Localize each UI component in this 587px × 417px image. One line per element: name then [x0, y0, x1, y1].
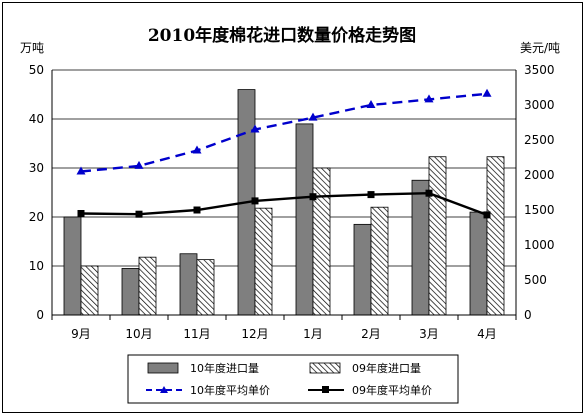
legend-item-bar-2010: 10年度进口量 [147, 361, 259, 375]
legend-swatch-bar-2009 [309, 362, 341, 374]
right-tick-label: 1000 [524, 238, 555, 252]
bar-2009-3 [254, 207, 273, 316]
bar-2010-6 [411, 179, 430, 316]
right-tick-label: 0 [524, 308, 532, 322]
right-tick-label: 3000 [524, 98, 555, 112]
point-2009-3 [251, 197, 259, 205]
x-tick-label: 2月 [361, 327, 381, 341]
tick-labels: 0102030405005001000150020002500300035009… [29, 63, 555, 341]
right-tick-label: 2000 [524, 168, 555, 182]
bar-2010-1 [121, 268, 140, 316]
right-tick-label: 1500 [524, 203, 555, 217]
point-2009-6 [425, 189, 433, 197]
legend-item-line-2009: 09年度平均单价 [308, 383, 432, 397]
line-series [76, 88, 492, 219]
point-2010-6 [424, 94, 434, 103]
legend-label-bar-2009: 09年度进口量 [352, 361, 421, 375]
bar-2009-6 [428, 156, 447, 316]
bar-2009-5 [370, 206, 389, 316]
point-2010-7 [482, 88, 492, 97]
chart-title: 2010年度棉花进口数量价格走势图 [148, 25, 416, 46]
chart-frame [2, 2, 583, 413]
bar-2009-2 [196, 259, 215, 316]
point-2010-3 [250, 124, 260, 133]
point-2009-0 [77, 210, 85, 217]
bar-series [63, 89, 505, 316]
point-2009-1 [135, 210, 143, 218]
point-2010-4 [308, 112, 318, 121]
left-tick-label: 0 [36, 308, 44, 322]
right-axis-unit: 美元/吨 [520, 41, 560, 55]
bar-2010-2 [179, 253, 198, 316]
legend-item-bar-2009: 09年度进口量 [309, 361, 421, 375]
right-tick-label: 3500 [524, 63, 555, 77]
bar-2009-7 [486, 156, 505, 316]
legend-label-line-2009: 09年度平均单价 [352, 383, 432, 397]
legend-label-line-2010: 10年度平均单价 [190, 383, 270, 397]
legend-item-line-2010: 10年度平均单价 [146, 383, 270, 397]
x-tick-label: 4月 [477, 327, 497, 341]
bar-2010-4 [295, 123, 314, 316]
bar-2009-1 [138, 256, 157, 316]
bar-2010-5 [353, 223, 372, 316]
legend-box [127, 354, 459, 404]
bar-2009-4 [312, 167, 331, 316]
line-2010 [80, 92, 488, 173]
left-tick-label: 40 [29, 112, 44, 126]
axes [51, 70, 517, 320]
bar-2010-0 [63, 216, 82, 316]
point-2009-2 [193, 206, 201, 214]
point-2009-4 [309, 193, 317, 201]
x-tick-label: 9月 [71, 327, 91, 341]
point-2009-5 [367, 191, 375, 199]
point-2010-1 [134, 160, 144, 169]
x-tick-label: 10月 [125, 327, 152, 341]
point-2009-7 [483, 211, 491, 219]
x-tick-label: 1月 [303, 327, 323, 341]
x-tick-label: 12月 [241, 327, 268, 341]
point-2010-0 [76, 166, 86, 175]
legend-label-bar-2010: 10年度进口量 [190, 361, 259, 375]
left-tick-label: 50 [29, 63, 44, 77]
left-tick-label: 10 [29, 259, 44, 273]
left-axis-unit: 万吨 [20, 41, 44, 55]
point-2010-2 [192, 145, 202, 154]
legend: 10年度进口量 09年度进口量 10年度平均单价 09年度平均单价 [127, 354, 459, 404]
legend-marker-square [322, 386, 329, 393]
point-2010-5 [366, 100, 376, 108]
left-tick-label: 30 [29, 161, 44, 175]
legend-swatch-bar-2010 [147, 362, 179, 374]
x-tick-label: 11月 [183, 327, 210, 341]
bar-2009-0 [80, 265, 99, 316]
bar-2010-7 [469, 211, 488, 316]
left-tick-label: 20 [29, 210, 44, 224]
right-tick-label: 500 [524, 273, 547, 287]
x-tick-label: 3月 [419, 327, 439, 341]
legend-marker-triangle [160, 386, 168, 393]
right-tick-label: 2500 [524, 133, 555, 147]
line-2009 [80, 191, 488, 217]
